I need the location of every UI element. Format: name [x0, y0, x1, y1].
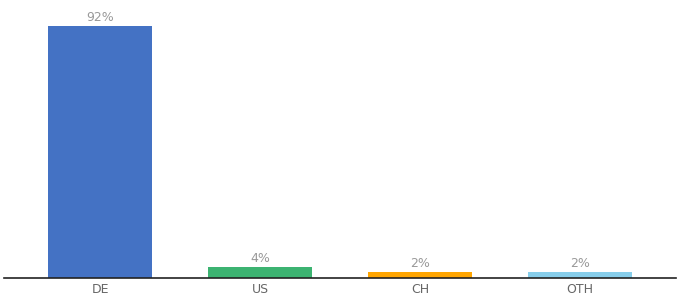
Text: 2%: 2%	[410, 257, 430, 270]
Text: 92%: 92%	[86, 11, 114, 24]
Text: 2%: 2%	[570, 257, 590, 270]
Bar	[208, 267, 312, 278]
Bar	[528, 272, 632, 278]
Bar	[368, 272, 472, 278]
Text: 4%: 4%	[250, 252, 270, 265]
Bar	[48, 26, 152, 278]
